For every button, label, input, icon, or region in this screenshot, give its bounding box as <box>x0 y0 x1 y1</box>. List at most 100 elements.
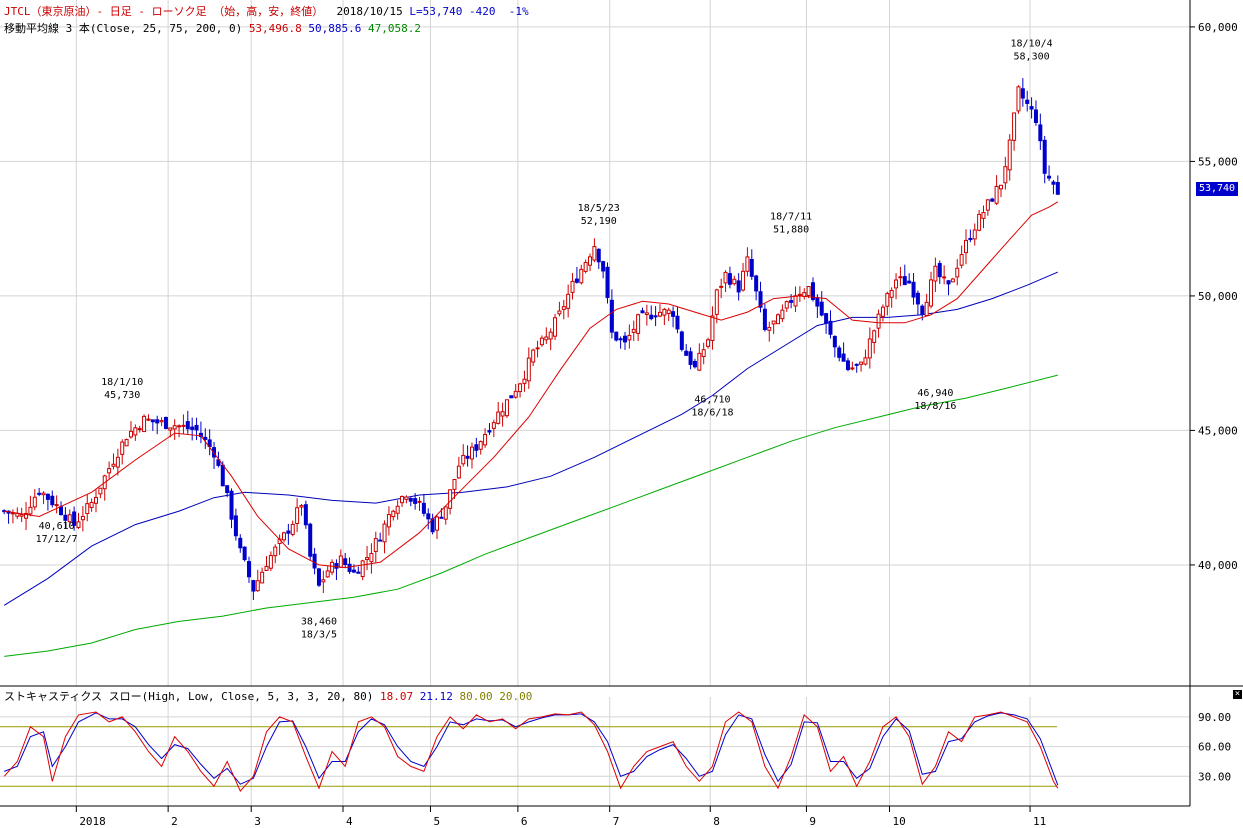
candle-body <box>85 503 90 515</box>
stoch-tick-label: 60.00 <box>1198 741 1231 754</box>
candle-body <box>216 459 221 466</box>
candle-body <box>666 309 671 314</box>
candle-body <box>653 315 658 318</box>
candle-body <box>736 280 741 293</box>
candle-body <box>229 490 234 520</box>
candle-body <box>793 295 798 307</box>
candle-body <box>631 328 636 333</box>
candle-body <box>365 557 370 561</box>
candle-body <box>465 455 470 459</box>
ma200-value: 47,058.2 <box>368 22 422 35</box>
candle-body <box>369 552 374 563</box>
x-tick-label: 9 <box>809 815 816 828</box>
annotation-label: 18/5/23 <box>578 203 620 214</box>
candle-body <box>566 293 571 309</box>
candle-body <box>386 514 391 528</box>
candle-body <box>596 248 601 263</box>
candle-body <box>867 338 872 359</box>
candle-body <box>771 320 776 325</box>
panel-close-button[interactable]: × <box>1233 689 1242 699</box>
annotation-label: 17/12/7 <box>36 534 78 545</box>
candle-body <box>990 198 995 202</box>
candle-body <box>391 510 396 518</box>
candle-body <box>325 570 330 578</box>
candle-body <box>937 263 942 278</box>
candle-body <box>137 428 142 431</box>
candle-body <box>688 351 693 365</box>
candle-body <box>360 560 365 578</box>
candle-body <box>133 427 138 436</box>
current-price-badge: 53,740 <box>1196 182 1238 196</box>
candle-body <box>636 314 641 334</box>
candle-body <box>142 415 147 433</box>
candle-body <box>762 308 767 331</box>
candle-body <box>395 505 400 514</box>
candle-body <box>1003 166 1008 184</box>
candle-body <box>295 507 300 524</box>
candle-body <box>474 444 479 451</box>
candle-body <box>640 310 645 314</box>
candle-body <box>920 305 925 315</box>
candle-body <box>461 454 466 465</box>
candle-body <box>539 337 544 346</box>
stoch-k-line <box>3 711 1059 793</box>
candle-body <box>32 496 37 508</box>
ma200-line <box>4 374 1058 657</box>
candle-body <box>876 313 881 329</box>
x-tick-label: 11 <box>1033 815 1046 828</box>
candle-body <box>767 326 772 331</box>
candle-body <box>356 571 361 574</box>
candle-body <box>657 311 662 317</box>
candle-body <box>697 352 702 371</box>
candle-body <box>758 291 763 308</box>
candle-body <box>255 580 260 592</box>
ma200-path <box>4 374 1058 657</box>
candle-body <box>496 411 501 424</box>
candle-body <box>417 500 422 503</box>
annotation-label: 18/3/5 <box>301 629 337 640</box>
candle-body <box>902 276 907 286</box>
candle-body <box>111 463 116 467</box>
candle-body <box>719 285 724 288</box>
candle-body <box>177 425 182 428</box>
candle-body <box>732 278 737 285</box>
symbol-title: JTCL（東京原油）- 日足 - ローソク足 （始，高，安，終値） <box>4 5 324 18</box>
candle-body <box>618 338 623 341</box>
candle-body <box>168 427 173 431</box>
candle-body <box>93 497 98 504</box>
ma75-line <box>3 271 1058 606</box>
candle-body <box>531 349 536 363</box>
candle-body <box>915 292 920 305</box>
candle-body <box>378 539 383 542</box>
candle-body <box>1025 99 1030 104</box>
candle-body <box>671 311 676 317</box>
candle-body <box>885 292 890 307</box>
candle-body <box>98 487 103 495</box>
candle-body <box>421 502 426 514</box>
candle-body <box>80 515 85 521</box>
candle-body <box>942 276 947 279</box>
candle-body <box>872 330 877 343</box>
candle-body <box>408 497 413 502</box>
candle-body <box>443 506 448 520</box>
candle-body <box>303 504 308 526</box>
candle-body <box>439 516 444 519</box>
ma25-line <box>4 201 1059 569</box>
candle-body <box>312 553 317 569</box>
candle-body <box>977 213 982 231</box>
candle-body <box>605 266 610 298</box>
candle-body <box>504 399 509 417</box>
candle-body <box>679 331 684 350</box>
stoch-tick-label: 30.00 <box>1198 770 1231 783</box>
candle-body <box>469 446 474 460</box>
candle-body <box>247 561 252 578</box>
candle-body <box>894 279 899 289</box>
candle-body <box>59 506 64 516</box>
candle-body <box>330 561 335 573</box>
candle-body <box>972 229 977 240</box>
candle-body <box>784 301 789 309</box>
candle-body <box>710 315 715 341</box>
candle-body <box>522 378 527 384</box>
candle-body <box>299 505 304 508</box>
